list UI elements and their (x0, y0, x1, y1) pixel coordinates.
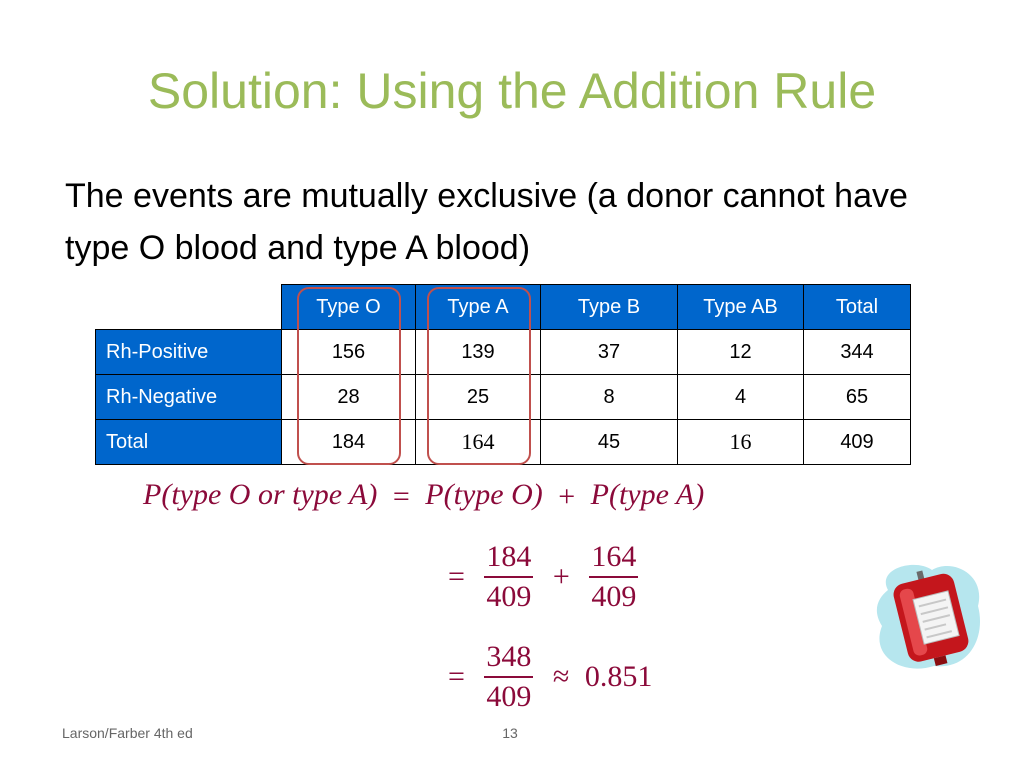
fraction-type-a: 164 409 (589, 538, 639, 616)
equation-line-3: = 348 409 ≈ 0.851 (440, 638, 660, 716)
col-header-type-ab: Type AB (677, 284, 804, 330)
equation-line-2: = 184 409 + 164 409 (440, 538, 642, 616)
table-cell: 37 (540, 329, 678, 375)
table-row: Total 184 164 45 16 409 (95, 419, 911, 465)
table-cell: 45 (540, 419, 678, 465)
col-header-type-b: Type B (540, 284, 678, 330)
table-cell: 139 (415, 329, 541, 375)
blood-bag-icon (876, 564, 981, 669)
table-cell: 16 (677, 419, 804, 465)
plus-sign: + (552, 560, 570, 593)
fraction-type-o: 184 409 (484, 538, 534, 616)
col-header-total: Total (803, 284, 911, 330)
table-cell: 8 (540, 374, 678, 420)
highlight-type-a-column (427, 287, 531, 465)
footer-source: Larson/Farber 4th ed (62, 725, 193, 741)
table-row: Rh-Positive 156 139 37 12 344 (95, 329, 911, 375)
table-cell: 156 (281, 329, 416, 375)
row-header-rh-negative: Rh-Negative (95, 374, 282, 420)
fraction-numerator: 348 (484, 638, 534, 678)
equation-lhs: P(type O or type A) (143, 478, 378, 511)
blood-type-table: Type O Type A Type B Type AB Total Rh-Po… (95, 284, 911, 465)
table-cell: 344 (803, 329, 911, 375)
table-cell: 28 (281, 374, 416, 420)
row-header-total: Total (95, 419, 282, 465)
row-header-rh-positive: Rh-Positive (95, 329, 282, 375)
highlight-type-o-column (297, 287, 401, 465)
plus-sign: + (558, 480, 576, 514)
fraction-denominator: 409 (486, 580, 532, 613)
equation-term-a: P(type O) (425, 478, 543, 511)
fraction-denominator: 409 (486, 680, 532, 713)
equation-term-b: P(type A) (590, 478, 705, 511)
table-row: Rh-Negative 28 25 8 4 65 (95, 374, 911, 420)
fraction-numerator: 184 (484, 538, 534, 578)
equals-sign: = (392, 480, 410, 514)
table-corner-cell (95, 284, 282, 330)
fraction-numerator: 164 (589, 538, 639, 578)
equals-sign: = (448, 660, 465, 693)
fraction-sum: 348 409 (484, 638, 534, 716)
body-text: The events are mutually exclusive (a don… (65, 177, 908, 267)
approx-sign: ≈ (552, 660, 570, 693)
table-cell: 4 (677, 374, 804, 420)
result-value: 0.851 (584, 660, 653, 693)
table-cell: 65 (803, 374, 911, 420)
table-cell: 409 (803, 419, 911, 465)
page-number: 13 (502, 725, 518, 741)
slide-title: Solution: Using the Addition Rule (147, 63, 877, 119)
table-cell: 12 (677, 329, 804, 375)
equals-sign: = (448, 560, 465, 593)
equation-line-1: P(type O or type A) = P(type O) + P(type… (143, 478, 704, 514)
fraction-denominator: 409 (591, 580, 637, 613)
